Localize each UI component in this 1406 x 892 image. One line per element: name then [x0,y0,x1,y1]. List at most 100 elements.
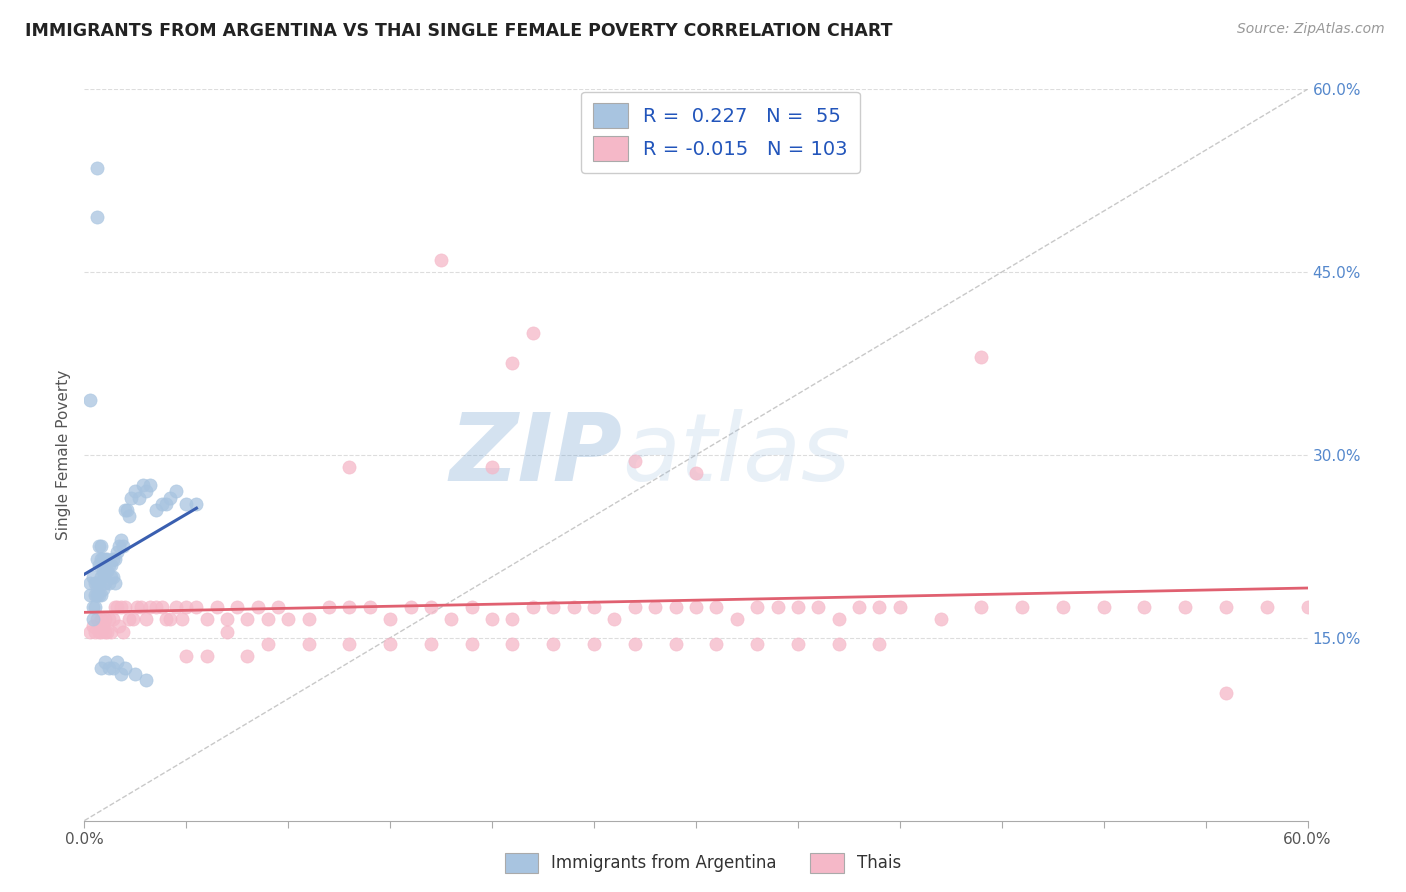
Point [828,612,851,626]
Point [929,612,952,626]
Point [159,491,181,505]
Point [430,252,453,267]
Point [159,612,181,626]
Point [110,667,132,681]
Point [110,600,132,615]
Point [807,600,830,615]
Point [165,484,187,499]
Point [87,539,110,553]
Point [205,600,228,615]
Point [118,508,141,523]
Point [543,600,565,615]
Point [889,600,911,615]
Point [90,661,112,675]
Point [90,588,112,602]
Point [110,533,132,548]
Point [101,551,124,566]
Point [267,600,290,615]
Point [665,637,688,651]
Point [399,600,422,615]
Point [186,600,208,615]
Point [787,600,810,615]
Point [87,576,110,591]
Point [747,637,769,651]
Point [747,600,769,615]
Point [685,600,707,615]
Point [1011,600,1033,615]
Point [706,637,728,651]
Point [100,570,122,584]
Point [86,551,108,566]
Point [236,649,259,664]
Point [79,624,101,639]
Point [461,600,484,615]
Point [1052,600,1074,615]
Point [105,600,128,615]
Point [93,655,115,669]
Point [145,503,167,517]
Text: atlas: atlas [623,409,851,500]
Point [226,600,249,615]
Point [91,618,114,632]
Point [339,460,361,475]
Point [90,570,112,584]
Point [481,612,503,626]
Point [644,600,666,615]
Point [112,624,135,639]
Point [96,551,118,566]
Point [869,600,891,615]
Point [138,478,160,492]
Point [97,612,120,626]
Point [114,503,136,517]
Point [91,582,114,596]
Point [257,637,280,651]
Point [90,551,112,566]
Point [90,612,112,626]
Point [82,612,104,626]
Point [145,600,167,615]
Point [87,588,110,602]
Point [1215,600,1237,615]
Point [236,612,259,626]
Point [481,460,503,475]
Point [96,624,118,639]
Point [339,600,361,615]
Point [461,637,484,651]
Point [97,558,120,572]
Point [79,392,101,407]
Point [970,600,993,615]
Text: ZIP: ZIP [450,409,623,501]
Point [174,497,197,511]
Point [562,600,585,615]
Point [100,624,122,639]
Point [186,497,208,511]
Point [624,637,647,651]
Point [828,637,851,651]
Point [83,576,105,591]
Point [766,600,789,615]
Point [118,612,141,626]
Point [101,612,124,626]
Point [522,600,544,615]
Point [86,210,108,224]
Point [128,491,150,505]
Point [543,637,565,651]
Point [122,612,145,626]
Point [82,570,104,584]
Point [90,539,112,553]
Point [706,600,728,615]
Legend: Immigrants from Argentina, Thais: Immigrants from Argentina, Thais [498,847,908,880]
Point [522,326,544,340]
Point [105,545,128,559]
Point [83,600,105,615]
Point [120,491,142,505]
Point [135,673,157,688]
Point [583,637,606,651]
Point [380,612,402,626]
Point [86,588,108,602]
Point [104,576,127,591]
Point [132,478,155,492]
Point [114,600,136,615]
Point [104,551,127,566]
Point [848,600,870,615]
